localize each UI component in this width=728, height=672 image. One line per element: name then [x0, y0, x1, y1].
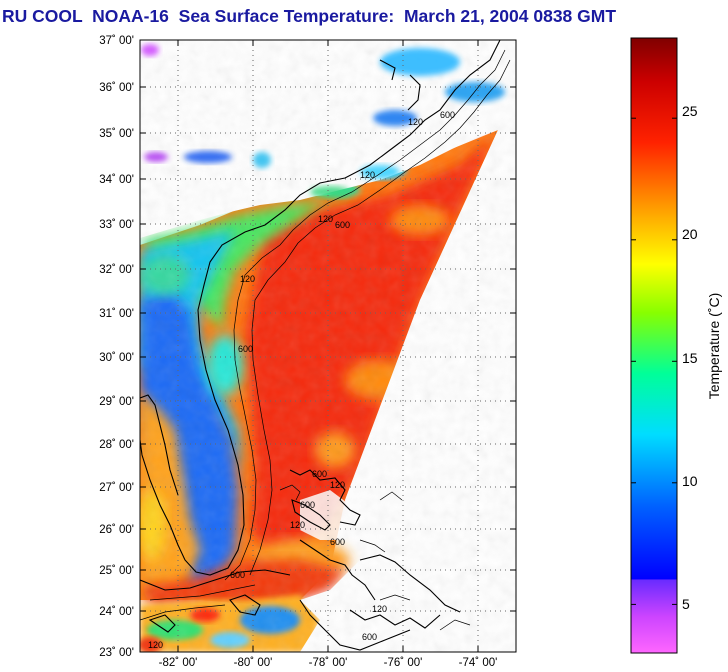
sst-patch	[144, 152, 168, 162]
contour-label: 120	[372, 604, 387, 614]
contour-label: 600	[362, 632, 377, 642]
sst-patch	[310, 186, 350, 198]
colorbar-ticks	[631, 117, 677, 605]
contour-label: 120	[240, 274, 255, 284]
lat-tick-label: 34˚ 00'	[99, 174, 134, 186]
colorbar-tick-label: 10	[682, 473, 698, 489]
contour-label: 120	[148, 640, 163, 650]
contour-label: 120	[360, 170, 375, 180]
contour-label: 120	[318, 214, 333, 224]
isobath-contours	[140, 49, 511, 631]
colorbar: 25 20 15 10 5 Temperature (˚C)	[630, 37, 722, 654]
lat-tick-label: 37˚ 00'	[99, 35, 134, 47]
lon-tick-label: -80˚ 00'	[234, 657, 273, 669]
contour-label: 600	[230, 570, 245, 580]
lat-tick-label: 31˚ 00'	[99, 308, 134, 320]
contour-label: 120	[408, 117, 423, 127]
colorbar-tick-label: 20	[682, 226, 698, 242]
sst-patch	[360, 165, 400, 179]
lat-tick-label: 30˚ 00'	[99, 352, 134, 364]
sst-patch	[373, 110, 417, 126]
lat-tick-label: 24˚ 00'	[99, 606, 134, 618]
contour-label: 600	[335, 220, 350, 230]
lat-tick-label: 29˚ 00'	[99, 396, 134, 408]
contour-label: 600	[300, 500, 315, 510]
lon-axis: -82˚ 00' -80˚ 00' -78˚ 00' -76˚ 00' -74˚…	[159, 40, 498, 669]
contour-label: 600	[440, 110, 455, 120]
map-panel: 120 600 120 600 120 600 120 600 120 600 …	[99, 35, 517, 669]
colorbar-tick-label: 5	[682, 596, 690, 612]
contour-label: 600	[238, 344, 253, 354]
sst-patch	[141, 44, 159, 56]
contour-label: 120	[330, 480, 345, 490]
lat-tick-label: 32˚ 00'	[99, 264, 134, 276]
sst-patch	[253, 152, 271, 168]
contour-label: 600	[312, 469, 327, 479]
lat-tick-label: 35˚ 00'	[99, 128, 134, 140]
contour-labels: 120 600 120 600 120 600 120 600 120 600 …	[148, 110, 455, 650]
lat-tick-label: 27˚ 00'	[99, 482, 134, 494]
contour-label: 600	[330, 537, 345, 547]
lon-tick-label: -74˚ 00'	[459, 657, 498, 669]
lon-tick-label: -76˚ 00'	[384, 657, 423, 669]
lat-axis: 37˚ 00' 36˚ 00' 35˚ 00' 34˚ 00' 33˚ 00' …	[99, 35, 516, 659]
colorbar-tick-label: 25	[682, 103, 698, 119]
sst-patch	[380, 48, 460, 76]
lon-tick-label: -78˚ 00'	[309, 657, 348, 669]
lat-tick-label: 25˚ 00'	[99, 565, 134, 577]
colorbar-tick-label: 15	[682, 350, 698, 366]
graticule	[140, 40, 516, 652]
lat-tick-label: 36˚ 00'	[99, 82, 134, 94]
lat-tick-label: 23˚ 00'	[99, 647, 134, 659]
sst-field	[140, 40, 516, 652]
sst-patch	[184, 151, 232, 163]
lon-tick-label: -82˚ 00'	[159, 657, 198, 669]
lat-tick-label: 26˚ 00'	[99, 524, 134, 536]
map-title: RU COOL NOAA-16 Sea Surface Temperature:…	[2, 6, 617, 26]
coastline	[140, 40, 501, 651]
colorbar-axis-label: Temperature (˚C)	[706, 293, 722, 400]
lat-tick-label: 33˚ 00'	[99, 219, 134, 231]
lat-tick-label: 28˚ 00'	[99, 439, 134, 451]
colorbar-rect	[630, 37, 678, 654]
contour-label: 120	[290, 520, 305, 530]
